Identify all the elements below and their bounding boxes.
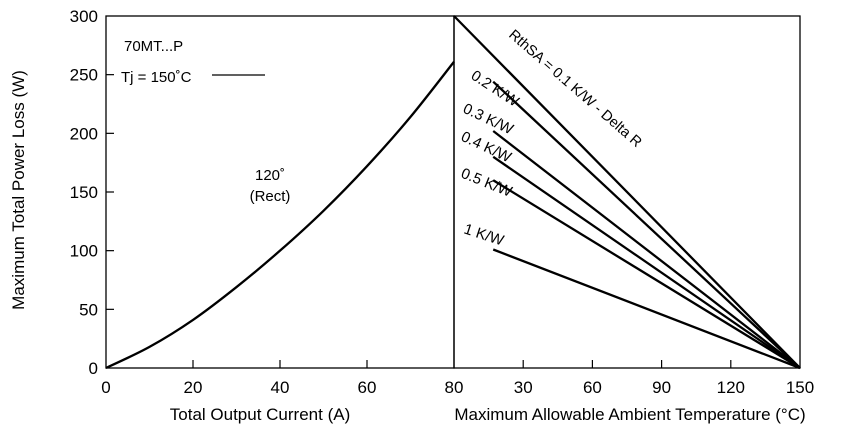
y-tick-label: 50 (79, 300, 98, 319)
rth-line-label-5: 0.5 K/W (459, 165, 516, 201)
y-axis-title: Maximum Total Power Loss (W) (9, 70, 28, 310)
left-x-tick-label: 80 (445, 378, 464, 397)
left-x-tick-label: 20 (184, 378, 203, 397)
rth-line-4 (492, 155, 801, 369)
curve-label-waveform: (Rect) (250, 188, 291, 205)
right-x-tick-label: 60 (583, 378, 602, 397)
left-x-tick-label: 60 (358, 378, 377, 397)
right-x-tick-label: 30 (514, 378, 533, 397)
rth-line-3 (492, 130, 801, 369)
junction-temp-annotation: Tj = 150˚C (121, 69, 192, 86)
left-x-tick-label: 40 (271, 378, 290, 397)
y-tick-label: 150 (70, 183, 98, 202)
right-x-axis-title: Maximum Allowable Ambient Temperature (°… (454, 405, 805, 424)
left-x-tick-label: 0 (101, 378, 110, 397)
right-x-tick-label: 120 (717, 378, 745, 397)
left-x-axis-title: Total Output Current (A) (170, 405, 350, 424)
y-tick-label: 0 (89, 359, 98, 378)
right-x-tick-label: 90 (652, 378, 671, 397)
rth-line-5 (492, 179, 801, 369)
y-tick-label: 250 (70, 66, 98, 85)
right-x-tick-label: 150 (786, 378, 814, 397)
curve-label-conduction-angle: 120˚ (255, 167, 285, 184)
rth-line-label-6: 1 K/W (462, 221, 507, 250)
right-plot-frame (453, 15, 801, 369)
series-line-120-rect (105, 61, 455, 370)
y-tick-label: 200 (70, 124, 98, 143)
rth-line-2 (492, 80, 801, 369)
rth-line-1 (453, 15, 801, 369)
y-tick-label: 100 (70, 242, 98, 261)
device-annotation: 70MT...P (124, 38, 183, 55)
rth-line-6 (492, 248, 801, 370)
y-tick-label: 300 (70, 7, 98, 26)
